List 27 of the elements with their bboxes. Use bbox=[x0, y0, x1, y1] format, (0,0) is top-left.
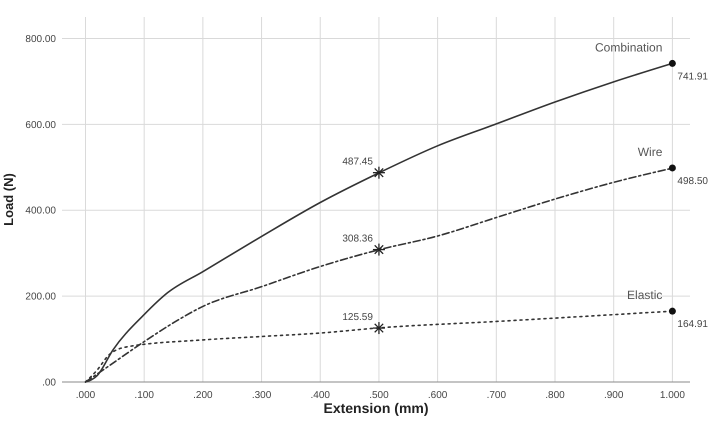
x-tick-label: .700 bbox=[486, 390, 506, 401]
data-label: 164.91 bbox=[677, 319, 708, 330]
x-tick-label: .000 bbox=[76, 390, 96, 401]
y-tick-label: 400.00 bbox=[25, 206, 56, 217]
x-tick-label: .100 bbox=[134, 390, 154, 401]
x-tick-label: .900 bbox=[604, 390, 624, 401]
x-tick-label: .200 bbox=[193, 390, 214, 401]
x-tick-label: .600 bbox=[428, 390, 448, 401]
x-tick-label: .800 bbox=[545, 390, 566, 401]
y-tick-label: 800.00 bbox=[25, 34, 56, 45]
x-axis-title: Extension (mm) bbox=[323, 400, 429, 416]
y-tick-label: 600.00 bbox=[25, 120, 56, 131]
x-tick-label: .300 bbox=[252, 390, 272, 401]
x-tick-label: 1.000 bbox=[660, 390, 686, 401]
y-axis-title: Load (N) bbox=[1, 173, 16, 226]
data-label: 308.36 bbox=[342, 234, 374, 245]
data-label: 125.59 bbox=[342, 312, 374, 324]
series-label: Combination bbox=[595, 40, 662, 54]
series-label: Wire bbox=[638, 145, 663, 160]
data-label: 487.45 bbox=[342, 156, 374, 168]
data-label: 498.50 bbox=[677, 176, 708, 187]
series-label: Elastic bbox=[627, 288, 662, 302]
y-tick-label: .00 bbox=[42, 378, 56, 388]
data-label: 741.91 bbox=[677, 71, 708, 82]
x-tick-label: .400 bbox=[310, 390, 330, 401]
x-tick-label: .500 bbox=[369, 390, 390, 401]
y-tick-label: 200.00 bbox=[25, 292, 56, 303]
